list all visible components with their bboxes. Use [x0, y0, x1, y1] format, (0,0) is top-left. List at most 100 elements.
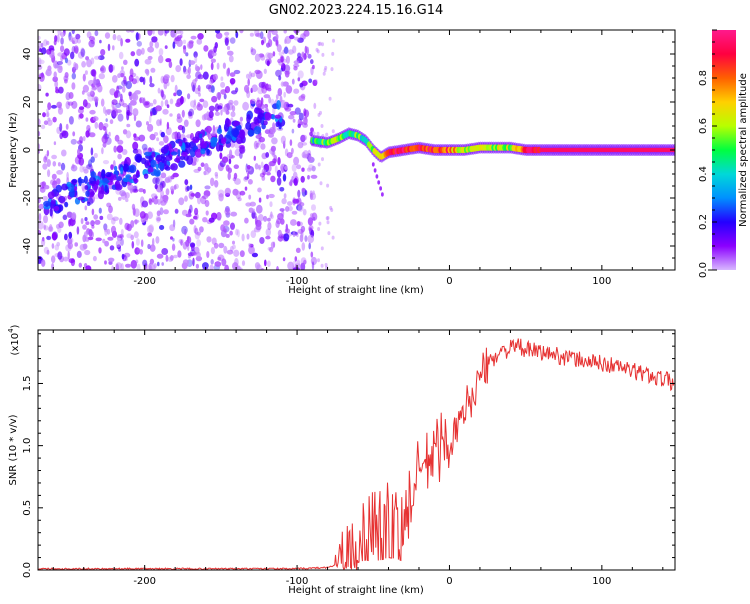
noise-point	[52, 180, 58, 190]
noise-point	[98, 122, 104, 131]
noise-point	[86, 163, 93, 171]
noise-point	[94, 121, 99, 129]
noise-point	[43, 215, 48, 224]
noise-point	[116, 34, 122, 42]
noise-point	[302, 150, 309, 158]
noise-point	[56, 34, 60, 43]
noise-point	[163, 197, 168, 204]
noise-point	[317, 227, 321, 231]
noise-point	[80, 48, 86, 57]
noise-point	[104, 227, 108, 237]
noise-point	[304, 235, 308, 243]
noise-point	[210, 247, 215, 255]
noise-point	[280, 81, 285, 87]
noise-point	[84, 249, 91, 256]
band-point	[144, 151, 152, 157]
noise-point	[194, 55, 198, 64]
noise-point	[310, 127, 314, 133]
noise-point	[309, 213, 314, 218]
noise-point	[229, 230, 233, 236]
noise-point	[40, 42, 44, 48]
noise-point	[38, 213, 42, 222]
noise-point	[297, 229, 304, 234]
noise-point	[275, 69, 282, 77]
snr-y-exponent-close: )	[10, 324, 21, 328]
noise-point	[197, 74, 204, 80]
band-point	[181, 151, 188, 157]
noise-point	[327, 231, 331, 236]
noise-point	[43, 224, 46, 230]
noise-point	[79, 113, 84, 119]
noise-point	[300, 262, 306, 270]
noise-point	[63, 256, 69, 262]
noise-point	[104, 228, 108, 233]
noise-point	[244, 176, 249, 181]
colorbar-label: Normalized spectral amplitude	[738, 73, 749, 227]
noise-point	[272, 51, 276, 57]
noise-point	[171, 132, 176, 140]
noise-point	[324, 262, 328, 267]
noise-point	[321, 157, 324, 162]
noise-point	[87, 197, 94, 205]
band-point	[163, 144, 170, 150]
noise-point	[156, 137, 160, 142]
noise-point	[284, 165, 288, 171]
noise-point	[257, 33, 263, 38]
noise-point	[257, 187, 262, 193]
noise-point	[94, 55, 101, 60]
noise-point	[164, 178, 171, 184]
noise-point	[187, 111, 193, 117]
band-point	[104, 184, 108, 193]
noise-point	[293, 60, 300, 65]
noise-point	[149, 102, 154, 107]
noise-point	[149, 75, 153, 85]
noise-point	[292, 267, 300, 270]
noise-point	[125, 130, 132, 139]
noise-point	[43, 225, 49, 231]
noise-point	[217, 256, 222, 261]
noise-point	[104, 260, 107, 265]
noise-point	[60, 45, 65, 53]
noise-point	[248, 207, 254, 213]
noise-point	[210, 58, 216, 63]
noise-point	[297, 189, 301, 198]
noise-point	[254, 30, 260, 37]
noise-point	[98, 247, 102, 254]
x-tick-label: 0	[446, 276, 452, 287]
noise-point	[79, 106, 85, 110]
noise-point	[318, 41, 322, 46]
noise-point	[101, 147, 104, 155]
noise-point	[147, 243, 151, 250]
noise-point	[317, 112, 321, 117]
noise-point	[156, 253, 164, 259]
noise-point	[152, 237, 155, 247]
noise-point	[281, 198, 287, 205]
noise-point	[164, 30, 170, 34]
noise-point	[205, 125, 212, 133]
noise-point	[246, 233, 250, 240]
noise-point	[153, 263, 157, 269]
noise-point	[298, 112, 304, 121]
noise-point	[246, 164, 251, 170]
noise-point	[139, 97, 142, 104]
noise-point	[132, 141, 139, 151]
noise-point	[301, 167, 305, 172]
noise-point	[258, 214, 264, 222]
band-point	[150, 159, 157, 168]
noise-point	[43, 120, 49, 125]
noise-point	[161, 248, 169, 255]
noise-point	[248, 245, 255, 255]
noise-point	[250, 72, 256, 78]
noise-point	[88, 132, 96, 138]
noise-point	[84, 205, 88, 211]
noise-point	[173, 184, 177, 190]
noise-point	[157, 261, 160, 267]
noise-point	[308, 154, 312, 163]
noise-point	[255, 142, 260, 148]
band-point	[113, 165, 118, 171]
noise-point	[214, 171, 218, 177]
spectrogram-x-ticks: -200 -100 0 100	[52, 30, 664, 287]
noise-point	[248, 242, 252, 248]
track-point	[381, 192, 384, 197]
noise-point	[308, 242, 312, 250]
